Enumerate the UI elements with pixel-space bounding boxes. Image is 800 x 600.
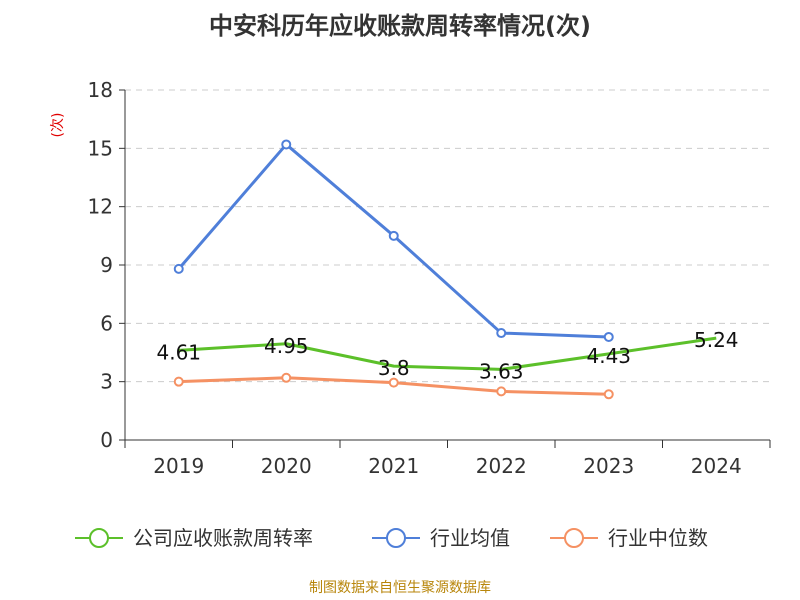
y-tick-label: 9 (100, 253, 113, 277)
y-axis-unit-label: (次) (50, 113, 66, 138)
data-point (173, 263, 184, 274)
series-lines (173, 139, 717, 400)
data-point (603, 331, 614, 342)
x-tick-label: 2024 (691, 454, 742, 478)
y-tick-label: 18 (88, 78, 113, 102)
legend-label: 行业中位数 (608, 526, 708, 550)
axes: 0 3 6 9 12 15 18 (次) 2019 2020 2021 2022 2023 2024 (50, 78, 771, 478)
data-label: 3.8 (378, 356, 410, 380)
x-tick-label: 2019 (153, 454, 204, 478)
data-point (496, 386, 507, 397)
data-source: 制图数据来自恒生聚源数据库 (309, 580, 491, 596)
data-point (281, 372, 292, 383)
data-point (603, 389, 614, 400)
data-point (281, 139, 292, 150)
data-label: 3.63 (479, 359, 524, 383)
data-point (388, 377, 399, 388)
data-labels: 4.61 4.95 3.8 3.63 4.43 5.24 (156, 328, 738, 383)
legend-marker (89, 528, 109, 548)
legend-item: 行业中位数 (550, 526, 708, 550)
chart-title: 中安科历年应收账款周转率情况(次) (209, 12, 591, 40)
legend-marker (386, 528, 406, 548)
x-tick-label: 2022 (476, 454, 527, 478)
y-tick-label: 6 (100, 311, 113, 335)
data-label: 4.61 (156, 340, 201, 364)
legend-item: 公司应收账款周转率 (75, 526, 313, 550)
legend-label: 行业均值 (430, 526, 510, 550)
data-point (496, 328, 507, 339)
legend-item: 行业均值 (372, 526, 510, 550)
y-tick-label: 0 (100, 428, 113, 452)
data-label: 4.43 (586, 344, 631, 368)
series-line-0 (178, 336, 717, 371)
data-point (388, 230, 399, 241)
grid-lines (125, 89, 770, 383)
legend-marker (564, 528, 584, 548)
y-tick-label: 15 (88, 136, 113, 160)
legend: 公司应收账款周转率 行业均值 行业中位数 (75, 526, 708, 550)
y-tick-label: 12 (88, 195, 113, 219)
y-tick-label: 3 (100, 370, 113, 394)
data-label: 4.95 (264, 334, 309, 358)
legend-label: 公司应收账款周转率 (133, 526, 313, 550)
data-point (173, 376, 184, 387)
x-tick-label: 2020 (261, 454, 312, 478)
x-tick-label: 2023 (583, 454, 634, 478)
x-tick-label: 2021 (368, 454, 419, 478)
data-label: 5.24 (694, 328, 739, 352)
